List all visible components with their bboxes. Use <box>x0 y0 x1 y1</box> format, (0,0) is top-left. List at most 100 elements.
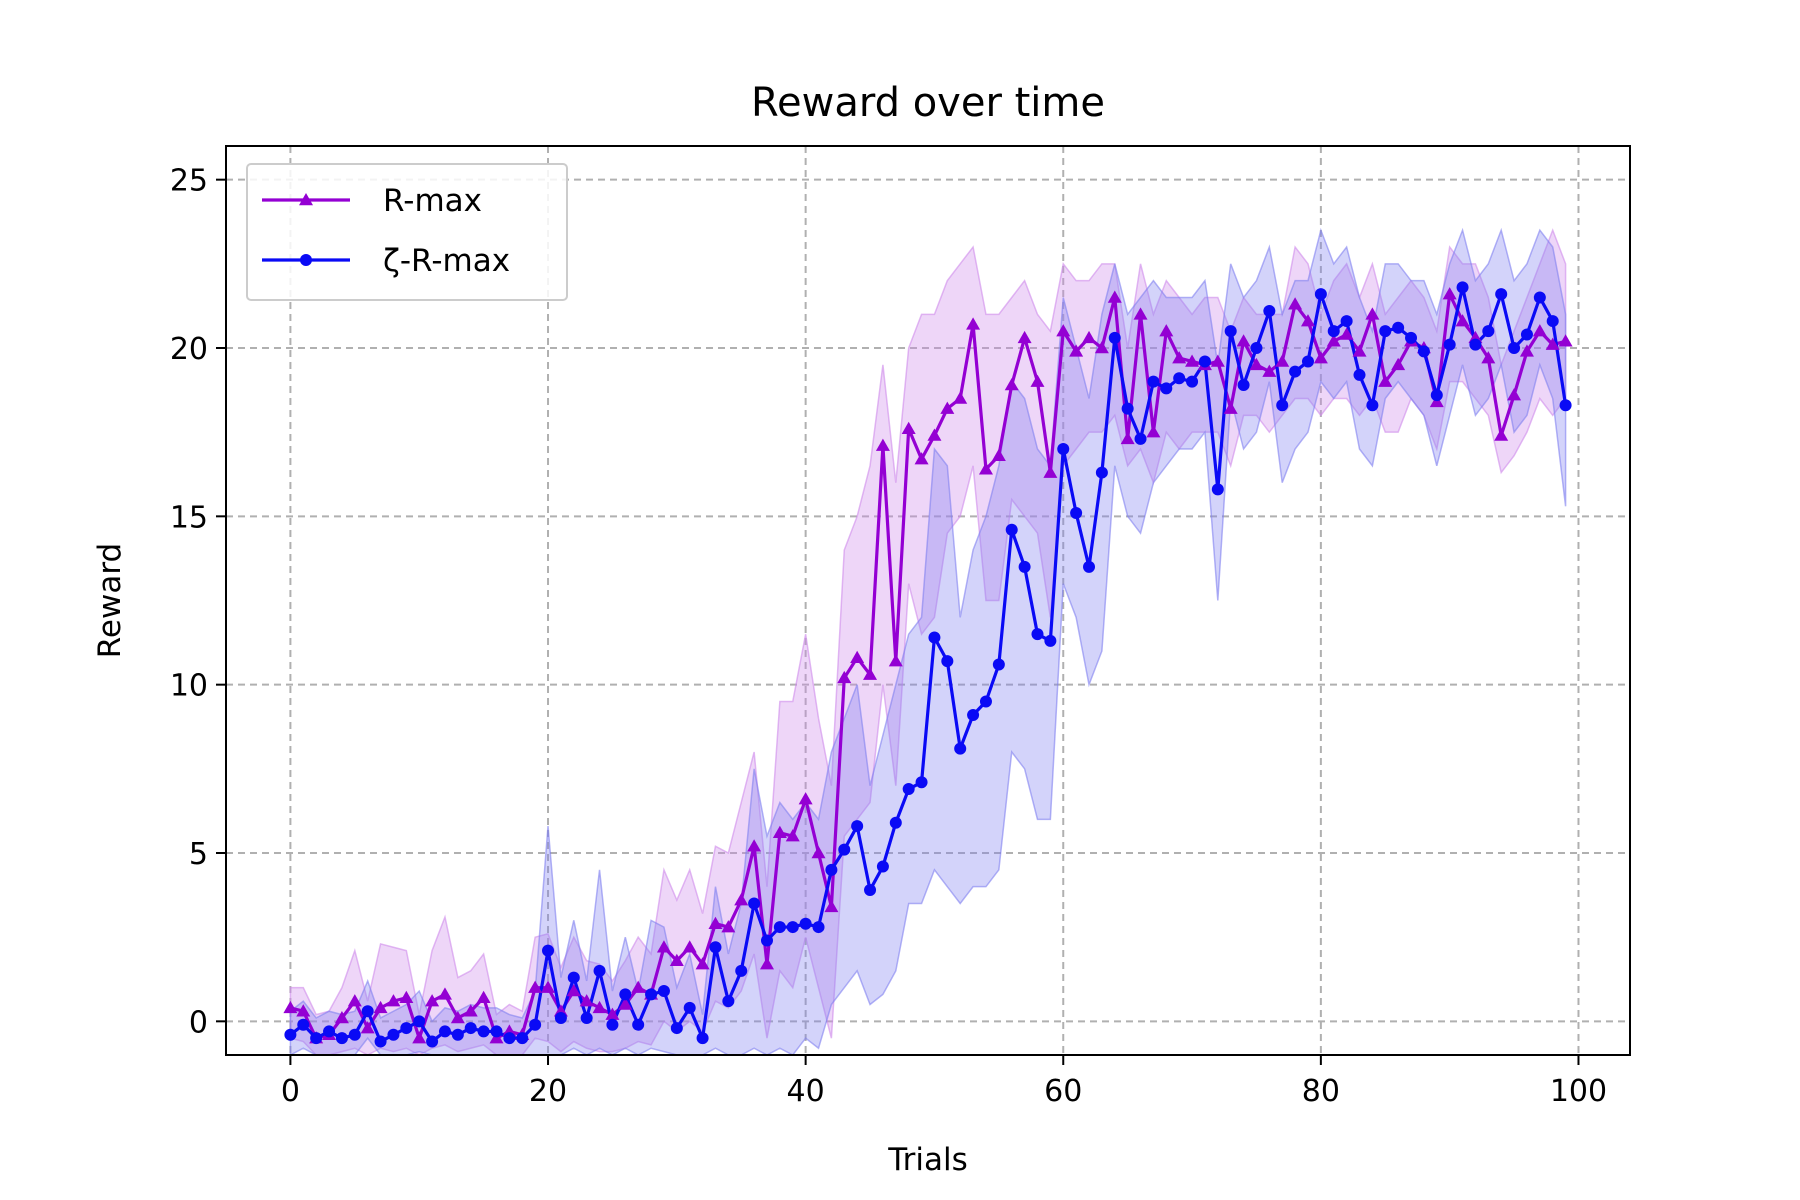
series-r-max-1-point <box>1224 325 1237 338</box>
series-r-max-1-point <box>928 631 941 644</box>
series-r-max-1-point <box>284 1028 297 1041</box>
series-r-max-1-point <box>1070 506 1083 519</box>
series-r-max-1-point <box>838 843 851 856</box>
series-r-max-0-point <box>811 846 826 859</box>
series-r-max-0-point <box>1545 337 1560 350</box>
series-r-max-0-point <box>1300 314 1315 327</box>
series-r-max-0-point <box>1352 344 1367 357</box>
series-r-max-1-band <box>289 227 1567 1055</box>
series-r-max-1-point <box>864 884 877 897</box>
series-r-max-0-point <box>1288 297 1303 310</box>
series-r-max-0-point <box>1120 431 1135 445</box>
series-r-max-1-point <box>1250 342 1263 354</box>
series-r-max-0-point <box>1159 324 1174 337</box>
legend-r-max-1-swatch-marker <box>300 254 312 266</box>
series-r-max-1-point <box>554 1011 567 1024</box>
series-r-max-0-point <box>1030 374 1045 387</box>
series-r-max-1-point <box>876 860 889 873</box>
series-r-max-0-point <box>656 940 671 953</box>
series-r-max-1-point <box>1482 325 1495 338</box>
series-r-max-1-point <box>1211 483 1224 496</box>
series-r-max-0-point <box>1507 388 1522 401</box>
series-r-max-0-point <box>1519 344 1534 357</box>
series-r-max-0-point <box>1481 351 1496 364</box>
series-r-max-1-point <box>400 1022 413 1035</box>
legend: R-max ζ-R-max <box>246 163 568 301</box>
series-r-max-0-point <box>399 990 414 1004</box>
series-r-max-1-point <box>696 1032 709 1045</box>
series-r-max-1-point <box>1018 560 1031 573</box>
series-r-max-1-point <box>1392 321 1405 334</box>
series-r-max-1-point <box>477 1025 490 1038</box>
series-r-max-0-point <box>1378 374 1393 387</box>
series-r-max-0-point <box>463 1004 478 1017</box>
legend-r-max-0-label: R-max <box>383 183 482 219</box>
series-r-max-1-point <box>1520 328 1533 341</box>
series-r-max-0-point <box>991 448 1006 461</box>
series-r-max-0-point <box>734 893 749 906</box>
series-r-max-0-point <box>566 984 581 997</box>
series-r-max-0-point <box>798 792 813 805</box>
series-r-max-0-point <box>631 980 646 993</box>
series-r-max-0-point <box>334 1010 349 1024</box>
series-markers <box>283 281 1573 1048</box>
series-r-max-1-point <box>632 1018 645 1031</box>
x-tick-label: 80 <box>1302 1074 1340 1109</box>
x-tick-label: 40 <box>787 1074 825 1109</box>
series-r-max-1-point <box>825 863 838 876</box>
series-r-max-1-point <box>670 1022 683 1035</box>
legend-entries: R-max ζ-R-max <box>262 183 510 279</box>
series-r-max-0-point <box>1146 425 1161 438</box>
series-r-max-0-point <box>824 899 839 913</box>
series-r-max-1-point <box>748 897 761 910</box>
series-r-max-1-point <box>851 820 864 833</box>
series-r-max-1-point <box>915 776 928 789</box>
series-r-max-0-point <box>1223 401 1238 414</box>
series-r-max-1-point <box>374 1035 387 1048</box>
series-r-max-0-point <box>528 980 543 993</box>
series-r-max-0-point <box>360 1021 375 1034</box>
y-tick-label: 10 <box>170 669 208 704</box>
series-r-max-1-point <box>1289 365 1302 378</box>
series-r-max-1-point <box>1057 443 1070 455</box>
series-r-max-0-point <box>579 994 594 1007</box>
series-r-max-1-point <box>335 1032 348 1045</box>
series-r-max-1-point <box>722 995 735 1008</box>
x-tick-label: 100 <box>1550 1074 1607 1109</box>
series-r-max-1-point <box>1469 338 1482 351</box>
series-r-max-0-point <box>966 317 981 330</box>
plot-frame <box>225 145 1631 1056</box>
series-r-max-0-point <box>1442 287 1457 300</box>
series-r-max-1-point <box>606 1018 619 1031</box>
series-r-max-1-point <box>773 921 786 934</box>
series-r-max-1-point <box>902 783 915 796</box>
y-tick-label: 25 <box>170 164 208 199</box>
series-r-max-1-point <box>542 944 555 957</box>
series-r-max-0-point <box>1004 378 1019 391</box>
series-r-max-1-point <box>1456 281 1469 294</box>
series-r-max-0-point <box>708 916 723 929</box>
series-r-max-0-point <box>618 997 633 1010</box>
series-r-max-1-point <box>451 1028 464 1041</box>
series-r-max-0-point <box>721 920 736 933</box>
series-r-max-0-point <box>347 994 362 1007</box>
series-r-max-1-point <box>426 1035 439 1048</box>
series-r-max-0-point <box>940 401 955 414</box>
series-r-max-0-point <box>1236 334 1251 347</box>
series-r-max-1-point <box>709 941 722 954</box>
series-r-max-1-point <box>683 1001 696 1014</box>
series-r-max-1-point <box>1121 402 1134 415</box>
series-r-max-1-point <box>1108 331 1121 344</box>
y-axis-title: Reward <box>92 543 128 658</box>
series-r-max-1-point <box>297 1018 310 1031</box>
legend-box <box>246 163 568 301</box>
series-r-max-1-point <box>1417 345 1430 358</box>
series-r-max-1-point <box>735 964 748 977</box>
series-r-max-0-point <box>785 829 800 842</box>
series-r-max-0-point <box>605 1007 620 1020</box>
series-r-max-1-point <box>1533 291 1546 304</box>
series-r-max-0-point <box>1069 344 1084 357</box>
chart-title: Reward over time <box>751 80 1105 126</box>
series-r-max-1-point <box>1031 628 1044 641</box>
